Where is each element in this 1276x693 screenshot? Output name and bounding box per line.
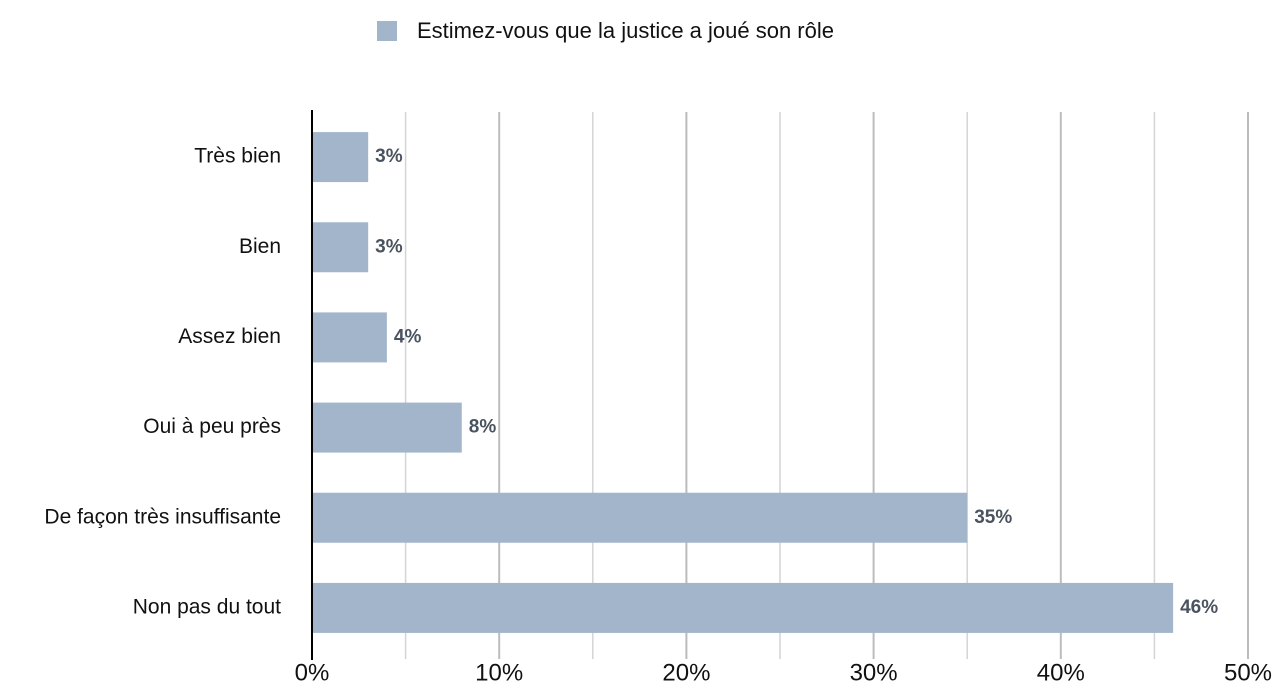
bar	[312, 222, 369, 273]
value-label: 3%	[375, 146, 403, 167]
value-label: 8%	[469, 417, 497, 438]
y-tick-label: De façon très insuffisante	[44, 505, 281, 528]
y-tick-label: Non pas du tout	[133, 595, 281, 618]
x-tick-label: 40%	[1037, 659, 1085, 686]
value-label: 46%	[1180, 597, 1218, 618]
value-label: 3%	[375, 236, 403, 257]
legend-label: Estimez-vous que la justice a joué son r…	[417, 18, 834, 43]
x-tick-label: 10%	[475, 659, 523, 686]
y-tick-label: Très bien	[194, 145, 281, 168]
y-tick-label: Bien	[239, 235, 281, 258]
x-tick-label: 50%	[1224, 659, 1272, 686]
legend-swatch	[377, 21, 397, 41]
value-label: 4%	[394, 326, 422, 347]
bar	[312, 402, 462, 453]
x-tick-label: 0%	[295, 659, 330, 686]
y-tick-label: Oui à peu près	[143, 415, 281, 438]
x-tick-label: 30%	[850, 659, 898, 686]
value-label: 35%	[974, 507, 1012, 528]
x-tick-label: 20%	[662, 659, 710, 686]
bar	[312, 312, 387, 363]
bar	[312, 132, 369, 183]
bar	[312, 492, 968, 543]
bar	[312, 582, 1174, 633]
y-tick-label: Assez bien	[178, 325, 281, 348]
